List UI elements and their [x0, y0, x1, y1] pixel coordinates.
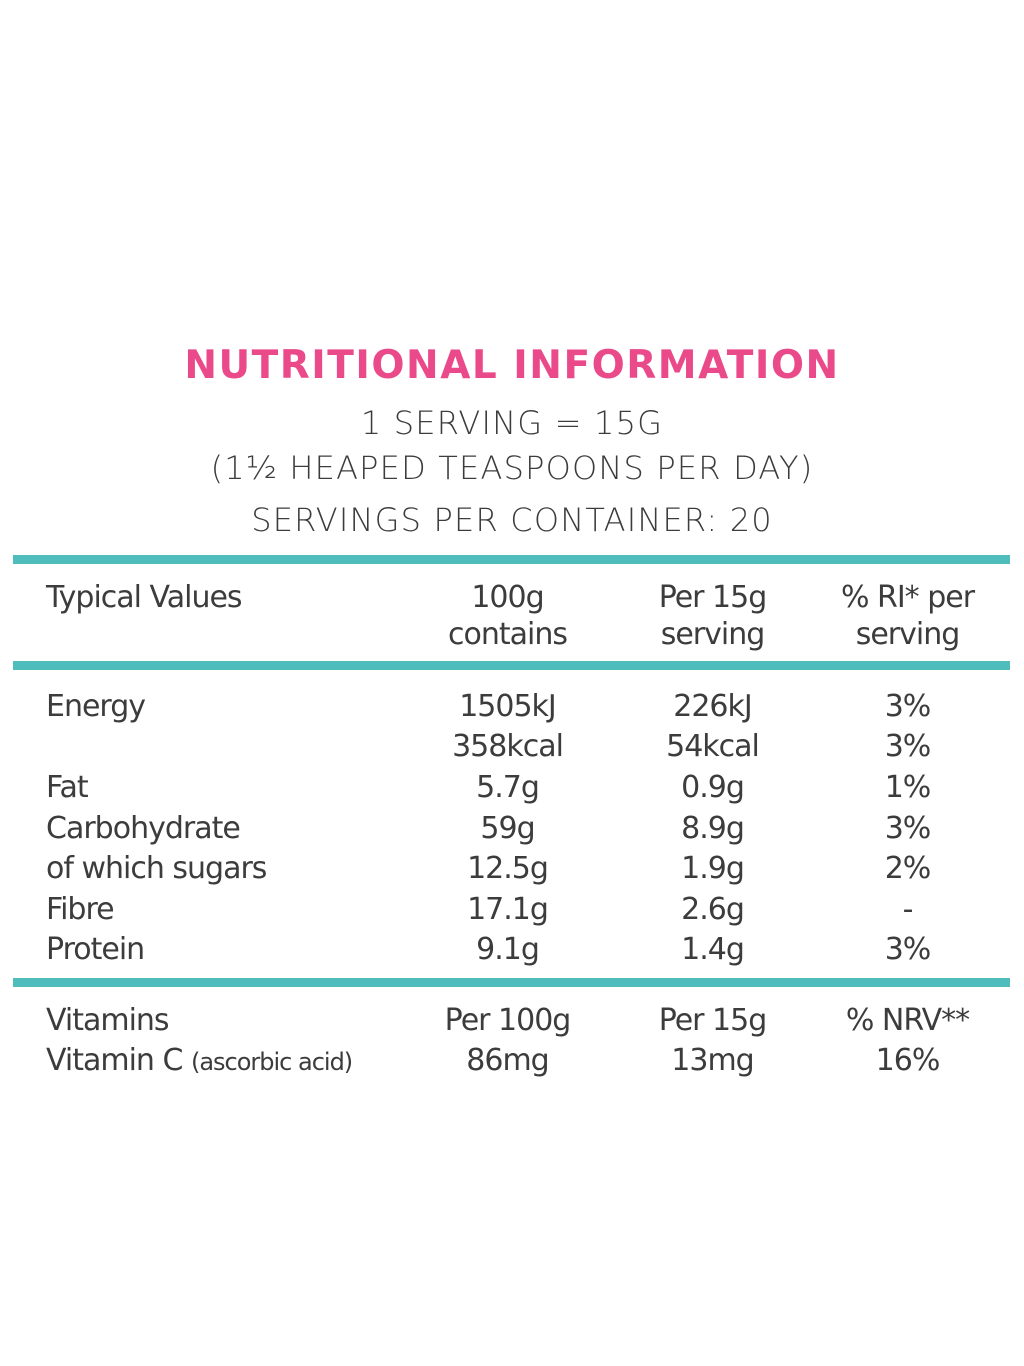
row-ri: 3%	[884, 689, 932, 724]
row-per-serving: 8.9g	[681, 811, 745, 846]
vitamin-label: Vitamin C (ascorbic acid)	[46, 1041, 353, 1082]
vitamin-per100: 86mg	[466, 1043, 549, 1078]
row-label: Carbohydrate	[46, 811, 241, 846]
row-label: Fat	[46, 770, 89, 805]
vitamin-name: Vitamin C	[46, 1043, 183, 1078]
vitamins-nrv-header: % NRV**	[845, 1003, 970, 1038]
serving-size: 1 SERVING = 15G	[360, 404, 664, 442]
row-ri: -	[902, 892, 914, 927]
row-per-serving: 54kcal	[666, 729, 760, 764]
divider-top	[13, 555, 1010, 564]
page-title: NUTRITIONAL INFORMATION	[184, 343, 840, 388]
row-per-serving: 1.9g	[681, 851, 745, 886]
header-per100-line2: contains	[448, 617, 568, 652]
divider-header	[13, 661, 1010, 670]
divider-vitamins	[13, 978, 1010, 987]
row-ri: 3%	[884, 932, 932, 967]
row-per100: 17.1g	[467, 892, 549, 927]
row-per100: 9.1g	[476, 932, 540, 967]
row-ri: 2%	[884, 851, 932, 886]
header-per100-line1: 100g	[471, 580, 544, 615]
row-label: Protein	[46, 932, 145, 967]
vitamins-per100-header: Per 100g	[444, 1003, 572, 1038]
vitamins-label: Vitamins	[46, 1003, 170, 1038]
row-per100: 59g	[480, 811, 535, 846]
row-per-serving: 0.9g	[681, 770, 745, 805]
row-per100: 1505kJ	[459, 689, 557, 724]
header-ri-line1: % RI* per	[840, 580, 975, 615]
servings-per-container: SERVINGS PER CONTAINER: 20	[251, 501, 773, 539]
vitamin-nrv: 16%	[875, 1043, 941, 1078]
vitamin-per-serving: 13mg	[671, 1043, 754, 1078]
row-per-serving: 226kJ	[673, 689, 752, 724]
row-per100: 358kcal	[452, 729, 564, 764]
row-label: of which sugars	[46, 851, 267, 886]
row-per100: 5.7g	[476, 770, 540, 805]
header-ri-line2: serving	[855, 617, 961, 652]
header-typical-values: Typical Values	[46, 580, 243, 615]
header-per-serving-line1: Per 15g	[658, 580, 768, 615]
row-per-serving: 1.4g	[681, 932, 745, 967]
row-per100: 12.5g	[467, 851, 549, 886]
vitamins-per-serving-header: Per 15g	[658, 1003, 768, 1038]
row-label: Fibre	[46, 892, 115, 927]
row-per-serving: 2.6g	[681, 892, 745, 927]
header-per-serving-line2: serving	[660, 617, 766, 652]
row-label: Energy	[46, 689, 146, 724]
row-ri: 3%	[884, 811, 932, 846]
row-ri: 3%	[884, 729, 932, 764]
vitamin-note: (ascorbic acid)	[190, 1048, 353, 1076]
serving-note: (1½ HEAPED TEASPOONS PER DAY)	[210, 449, 814, 487]
row-ri: 1%	[884, 770, 932, 805]
